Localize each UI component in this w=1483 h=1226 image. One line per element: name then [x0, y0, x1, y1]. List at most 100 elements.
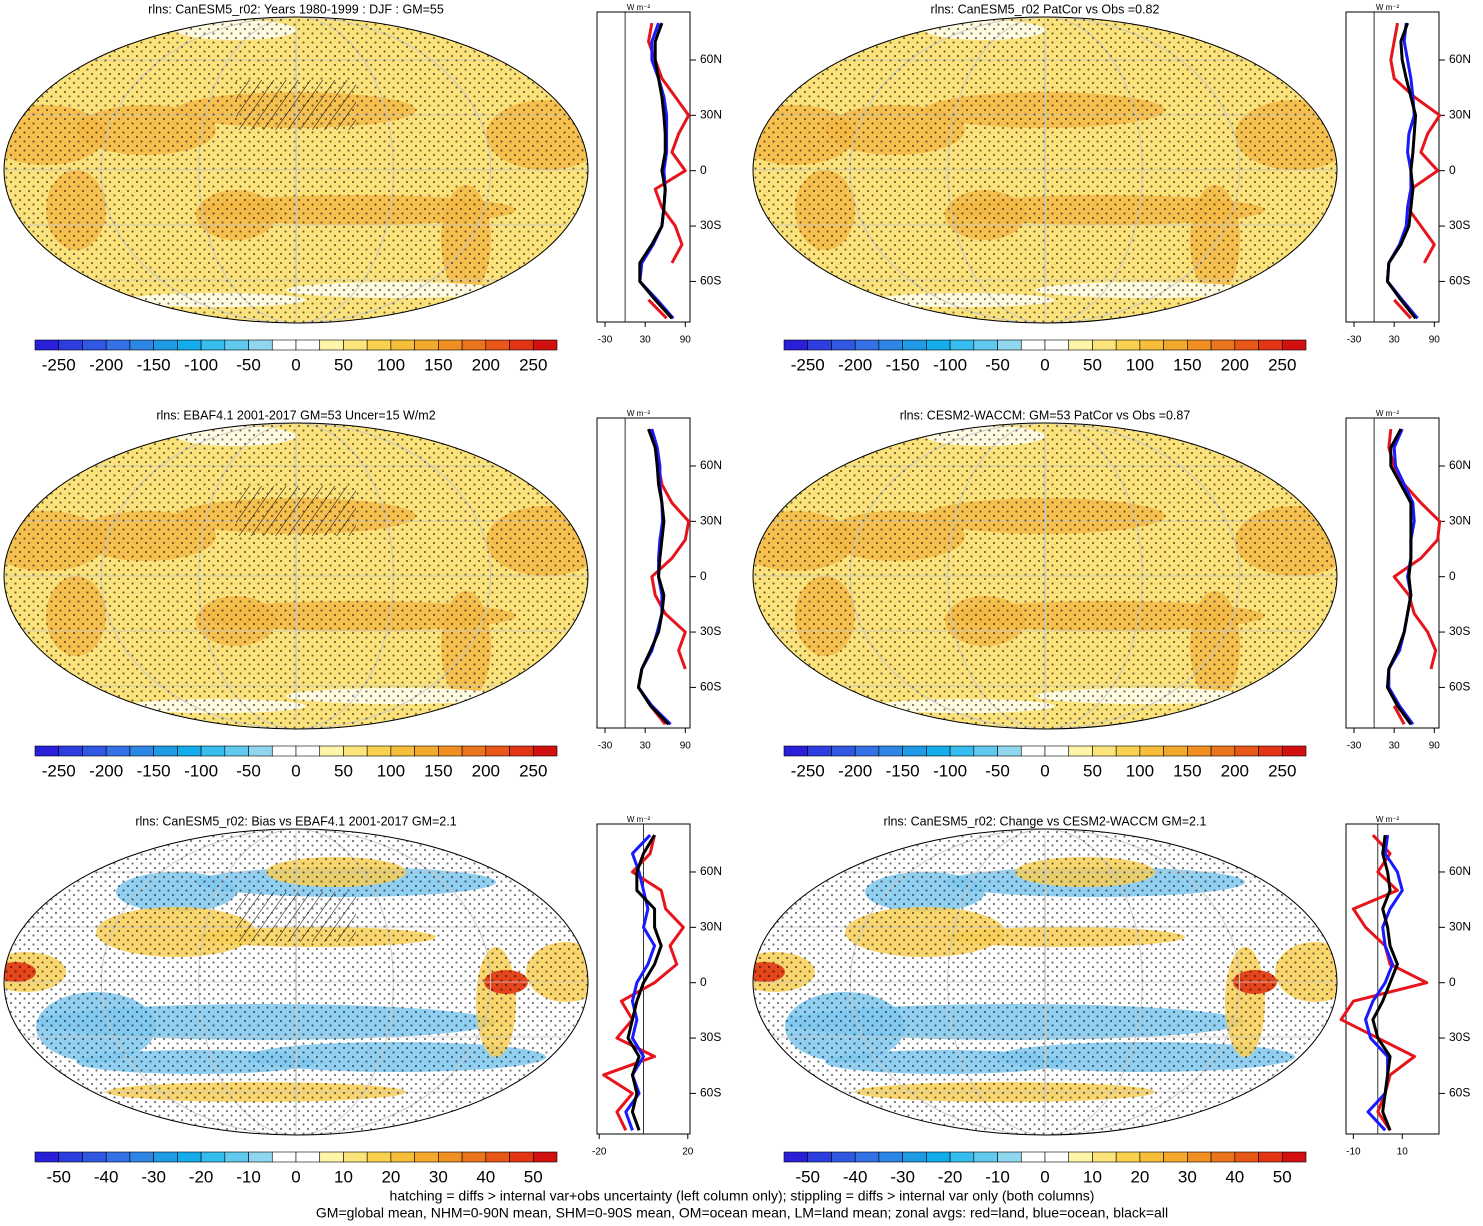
colorbar-box: [1258, 745, 1283, 757]
colorbar-box: [1234, 745, 1259, 757]
colorbar-label: -250: [791, 761, 825, 780]
colorbar-box: [1115, 745, 1141, 757]
footnote: GM=global mean, NHM=0-90N mean, SHM=0-90…: [316, 1205, 1168, 1221]
colorbar-box: [973, 745, 998, 757]
colorbar-label: -100: [184, 355, 218, 374]
plot-frame: [1345, 417, 1440, 729]
x-tick-label: 20: [682, 1147, 694, 1158]
colorbar-box: [129, 1151, 154, 1163]
colorbar-label: -100: [933, 355, 967, 374]
colorbar-label: 150: [1173, 355, 1201, 374]
colorbar-label: -200: [89, 761, 123, 780]
colorbar-label: 0: [1040, 355, 1049, 374]
zonal-panel: W m⁻² -20 20 60S 30S 0 30N 60N: [592, 815, 722, 1158]
colorbar-label: 50: [1083, 355, 1102, 374]
colorbar-label: -150: [886, 355, 920, 374]
colorbar-box: [1068, 1151, 1093, 1163]
y-tick-label: 60N: [700, 458, 722, 472]
colorbar-box: [1187, 745, 1212, 757]
colorbar-box: [854, 339, 880, 351]
colorbar-box: [461, 745, 487, 757]
colorbar-label: -40: [94, 1167, 119, 1186]
colorbar-box: [366, 745, 392, 757]
x-tick-label: 30: [640, 741, 652, 752]
colorbar-label: 100: [377, 355, 405, 374]
map-panel: rlns: CanESM5_r02: Change vs CESM2-WACCM…: [752, 814, 1338, 1186]
colorbar-box: [1139, 1151, 1164, 1163]
hatching: [236, 892, 356, 942]
colorbar-label: -50: [236, 761, 261, 780]
panel-title: rlns: CanESM5_r02: Years 1980-1999 : DJF…: [148, 2, 444, 16]
colorbar-box: [997, 1151, 1022, 1163]
colorbar-box: [807, 745, 832, 757]
colorbar-label: -150: [137, 355, 171, 374]
colorbar-box: [271, 339, 297, 351]
colorbar-box: [1210, 1151, 1236, 1163]
colorbar-label: -30: [141, 1167, 166, 1186]
colorbar-label: 50: [1273, 1167, 1292, 1186]
x-tick-label: 90: [680, 741, 692, 752]
colorbar-label: -100: [184, 761, 218, 780]
colorbar-label: 100: [1126, 761, 1154, 780]
colorbar-box: [1163, 339, 1188, 351]
colorbar-box: [1234, 339, 1259, 351]
zonal-line: [1387, 428, 1416, 726]
colorbar-box: [248, 1151, 273, 1163]
y-tick-label: 60S: [1449, 274, 1470, 288]
colorbar-box: [1115, 339, 1141, 351]
x-tick-label: -30: [1347, 335, 1362, 346]
colorbar-box: [973, 339, 998, 351]
colorbar-label: 30: [429, 1167, 448, 1186]
colorbar-box: [1020, 339, 1046, 351]
zonal-line: [636, 428, 672, 726]
colorbar-box: [224, 339, 249, 351]
colorbar-box: [949, 339, 975, 351]
colorbar-label: 250: [1268, 355, 1296, 374]
zonal-panel: W m⁻² -30 30 90 60S 30S 0 30N 60N: [596, 3, 722, 346]
colorbar-label: 250: [1268, 761, 1296, 780]
colorbar-box: [949, 1151, 975, 1163]
colorbar-box: [461, 339, 487, 351]
map-field: [753, 17, 1337, 323]
colorbar-box: [1139, 339, 1164, 351]
colorbar-label: 20: [381, 1167, 400, 1186]
colorbar-label: -30: [890, 1167, 915, 1186]
colorbar-box: [319, 745, 344, 757]
colorbar-label: -150: [886, 761, 920, 780]
map-panel: rlns: EBAF4.1 2001-2017 GM=53 Uncer=15 W…: [3, 408, 589, 780]
colorbar-box: [485, 1151, 510, 1163]
y-tick-label: 30S: [700, 218, 721, 232]
colorbar-box: [509, 1151, 534, 1163]
colorbar-box: [248, 339, 273, 351]
colorbar-box: [485, 745, 510, 757]
y-tick-label: 60S: [700, 680, 721, 694]
colorbar-box: [82, 339, 107, 351]
y-tick-label: 30S: [1449, 218, 1470, 232]
zonal-line: [626, 834, 663, 1131]
colorbar-box: [997, 339, 1022, 351]
y-tick-label: 60N: [1449, 52, 1471, 66]
plot-frame: [1345, 823, 1440, 1135]
map-outline: [3, 422, 589, 730]
y-tick-label: 0: [700, 569, 707, 583]
colorbar-label: -50: [236, 355, 261, 374]
plot-frame: [596, 11, 691, 323]
y-tick-label: 60S: [1449, 680, 1470, 694]
y-tick-label: 60N: [1449, 458, 1471, 472]
colorbar-box: [1258, 339, 1283, 351]
colorbar-box: [414, 339, 439, 351]
unit-label: W m⁻²: [1376, 409, 1400, 418]
map-outline: [3, 16, 589, 324]
colorbar-box: [1187, 339, 1212, 351]
stippling: [753, 423, 1337, 729]
y-tick-label: 30N: [1449, 920, 1471, 934]
colorbar-label: -50: [985, 761, 1010, 780]
colorbar-label: -50: [795, 1167, 820, 1186]
x-tick-label: -10: [1346, 1147, 1361, 1158]
map-field: [753, 423, 1337, 729]
colorbar-box: [153, 339, 178, 351]
colorbar-box: [248, 745, 273, 757]
colorbar-box: [58, 745, 83, 757]
colorbar-box: [878, 1151, 903, 1163]
